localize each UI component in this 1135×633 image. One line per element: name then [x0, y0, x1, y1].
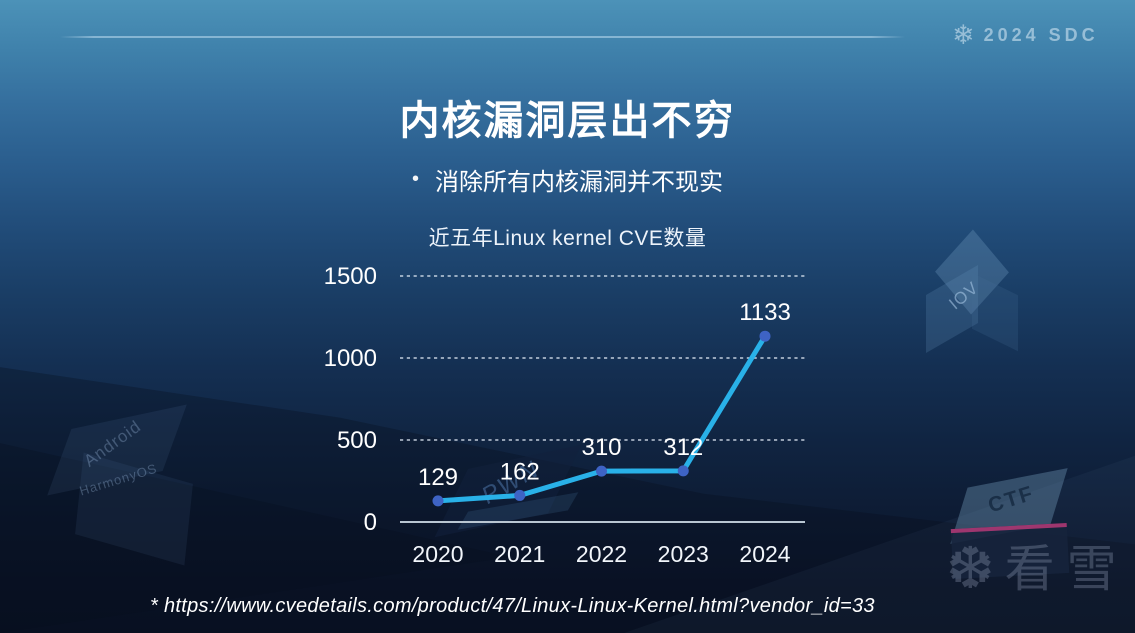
bullet-text: 消除所有内核漏洞并不现实: [435, 169, 723, 196]
cube-face: [75, 452, 193, 566]
kanxue-snowflake-icon: ❆: [946, 536, 995, 601]
y-tick-label: 1000: [324, 345, 377, 372]
data-label: 312: [663, 434, 703, 461]
kanxue-watermark-text: 看雪: [1004, 541, 1129, 597]
bullet-item: • 消除所有内核漏洞并不现实: [0, 162, 1135, 197]
data-point-marker: [677, 465, 689, 477]
x-tick-label: 2021: [494, 541, 545, 567]
data-point-marker: [596, 465, 607, 477]
data-point-marker: [759, 330, 771, 342]
cube-face: [972, 272, 1018, 352]
y-tick-label: 500: [337, 427, 377, 454]
data-point-marker: [432, 495, 444, 507]
x-tick-label: 2020: [412, 541, 463, 567]
brand: ❄ 2024 SDC: [952, 22, 1099, 49]
y-tick-label: 1500: [324, 263, 377, 290]
data-label: 310: [581, 434, 621, 461]
cube-face: [47, 404, 187, 496]
cube-face: [950, 468, 1068, 544]
data-point-marker: [514, 489, 526, 501]
cube-label-harmonyos: HarmonyOS: [77, 460, 159, 499]
cve-line-chart: 0 500 1000 1500 129 2020 162 2021 310 2022 312 2023…: [324, 263, 805, 567]
header-divider-line: [60, 36, 905, 38]
x-tick-label: 2024: [739, 541, 790, 567]
x-tick-label: 2022: [576, 541, 627, 567]
data-label: 1133: [739, 299, 791, 326]
y-tick-label: 0: [364, 509, 377, 536]
cube-face: [926, 264, 978, 354]
slide-title: 内核漏洞层出不穷: [399, 99, 736, 143]
chart-title: 近五年Linux kernel CVE数量: [428, 227, 707, 250]
snowflake-icon: ❄: [952, 20, 975, 50]
decorative-cube-android: Android HarmonyOS: [47, 404, 208, 566]
kanxue-watermark: ❆ 看雪: [946, 540, 1129, 598]
brand-label: 2024 SDC: [983, 25, 1099, 45]
source-footnote: * https://www.cvedetails.com/product/47/…: [150, 595, 875, 617]
data-label: 162: [500, 458, 540, 485]
x-tick-label: 2023: [658, 541, 709, 567]
cube-label-iov: IOV: [945, 277, 983, 314]
bullet-marker: •: [411, 168, 419, 190]
data-label: 129: [418, 464, 458, 491]
keycap-label-ctf: CTF: [985, 481, 1038, 518]
cube-label-android: Android: [80, 416, 145, 471]
decorative-cube-iov: IOV: [922, 229, 1022, 354]
